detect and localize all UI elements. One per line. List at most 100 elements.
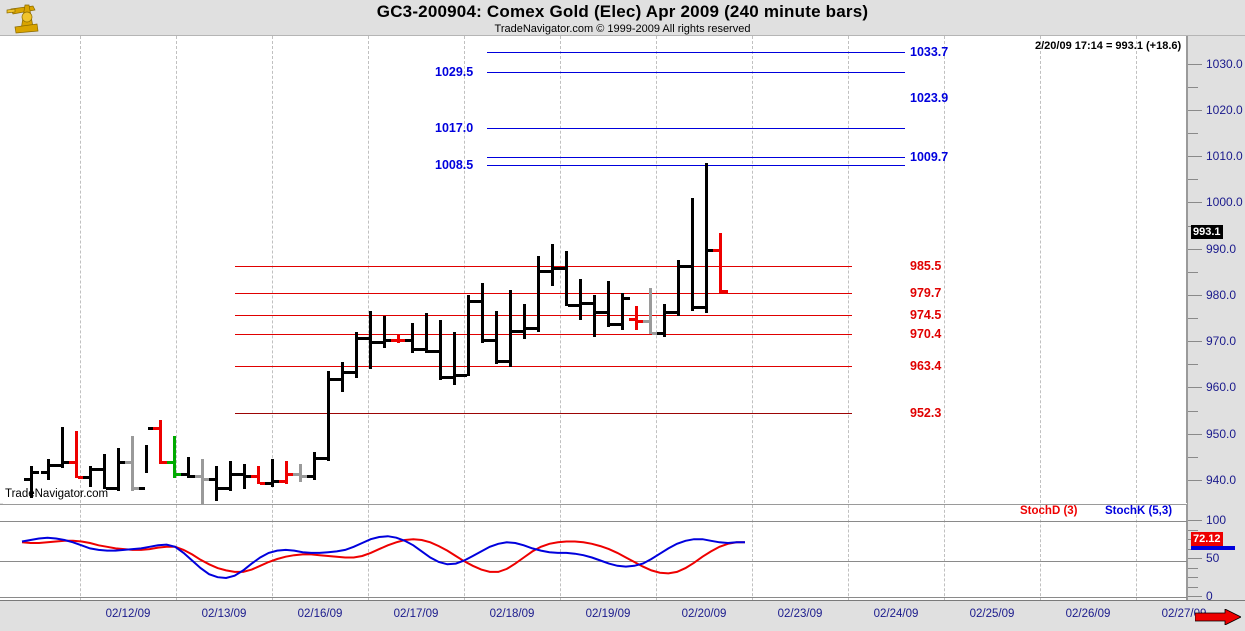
open-tick xyxy=(447,375,453,379)
open-tick xyxy=(615,322,621,326)
open-tick xyxy=(349,371,355,375)
open-tick xyxy=(671,311,677,315)
ohlc-bar xyxy=(537,255,540,332)
close-tick xyxy=(218,486,224,490)
open-tick xyxy=(433,350,439,354)
ohlc-bar xyxy=(551,244,554,286)
close-tick xyxy=(554,267,560,271)
close-tick xyxy=(106,486,112,490)
ohlc-bar xyxy=(649,287,652,335)
close-tick xyxy=(134,486,140,490)
gridline xyxy=(1136,505,1137,601)
gridline xyxy=(1136,36,1137,503)
date-axis[interactable]: 02/12/09 02/13/09 02/16/09 02/17/09 02/18/09… xyxy=(0,600,1245,631)
axis-label: 950.0 xyxy=(1206,426,1237,441)
sextant-navigator-logo-icon xyxy=(6,4,39,34)
price-chart-panel[interactable]: 1033.7 1029.5 1023.9 1017.0 1009.7 1008.5 985.… xyxy=(0,36,1187,506)
ohlc-bar xyxy=(75,431,78,478)
close-tick xyxy=(722,290,728,294)
gridline xyxy=(368,36,369,503)
open-tick xyxy=(531,327,537,331)
axis-minor-tick xyxy=(1188,133,1198,135)
gridline xyxy=(848,505,849,601)
open-tick xyxy=(377,341,383,345)
date-label: 02/17/09 xyxy=(393,608,439,620)
close-tick xyxy=(33,470,39,474)
axis-minor-tick xyxy=(1188,364,1198,366)
open-tick xyxy=(489,338,495,342)
stoch-level-100 xyxy=(0,521,1187,522)
open-tick xyxy=(251,475,257,479)
open-tick xyxy=(111,486,117,490)
level-line xyxy=(235,366,852,367)
close-tick xyxy=(386,338,392,342)
stochastic-panel[interactable]: StochD (3) StochK (5,3) xyxy=(0,504,1187,601)
forward-arrow-icon[interactable] xyxy=(1195,609,1241,625)
ohlc-bar xyxy=(579,278,582,321)
level-label: 1029.5 xyxy=(435,65,474,79)
open-tick xyxy=(69,461,75,465)
gridline xyxy=(464,505,465,601)
stoch-minor-tick xyxy=(1188,520,1198,521)
ohlc-bar xyxy=(173,435,176,478)
close-tick xyxy=(526,327,532,331)
close-tick xyxy=(92,468,98,472)
ohlc-bar xyxy=(145,445,148,473)
close-tick xyxy=(638,320,644,324)
close-tick xyxy=(428,350,434,354)
open-tick xyxy=(83,476,89,480)
gridline xyxy=(176,36,177,503)
open-tick xyxy=(573,304,579,308)
level-label: 1008.5 xyxy=(435,158,474,172)
gridline xyxy=(656,505,657,601)
stoch-level-0 xyxy=(0,597,1187,598)
stoch-axis-label: 50 xyxy=(1206,551,1220,565)
close-tick xyxy=(708,248,714,252)
ohlc-bar xyxy=(201,459,204,506)
close-tick xyxy=(176,472,182,476)
open-tick xyxy=(391,338,397,342)
ohlc-bar xyxy=(383,315,386,349)
ohlc-bar xyxy=(565,251,568,307)
axis-label: 990.0 xyxy=(1206,241,1237,256)
level-line xyxy=(235,315,852,316)
axis-label: 1030.0 xyxy=(1206,56,1243,71)
gridline xyxy=(944,36,945,503)
ohlc-bar xyxy=(453,331,456,386)
open-tick xyxy=(279,479,285,483)
gridline xyxy=(752,505,753,601)
axis-label: 980.0 xyxy=(1206,287,1237,302)
ohlc-bar xyxy=(467,294,470,376)
ohlc-bar xyxy=(705,163,708,314)
ohlc-bar xyxy=(299,463,302,483)
open-tick xyxy=(475,299,481,303)
ohlc-bar xyxy=(285,461,288,485)
ohlc-bar xyxy=(509,290,512,367)
stoch-level-50 xyxy=(0,561,1187,562)
gridline xyxy=(80,36,81,503)
stoch-minor-tick xyxy=(1188,567,1198,569)
ohlc-bar xyxy=(411,322,414,353)
stoch-line xyxy=(21,535,745,580)
ohlc-bar xyxy=(593,294,596,337)
axis-label: 1010.0 xyxy=(1206,149,1243,164)
level-line xyxy=(235,334,852,335)
axis-tick xyxy=(1188,109,1202,111)
level-label: 974.5 xyxy=(910,308,942,322)
quote-readout: 2/20/09 17:14 = 993.1 (+18.6) xyxy=(1035,40,1182,52)
axis-tick xyxy=(1188,479,1202,481)
open-tick xyxy=(587,301,593,305)
stoch-axis-label: 0 xyxy=(1206,589,1213,603)
close-tick xyxy=(498,359,504,363)
ohlc-bar xyxy=(271,459,274,487)
level-line xyxy=(487,72,905,73)
open-tick xyxy=(629,318,635,322)
close-tick xyxy=(540,269,546,273)
gridline xyxy=(848,36,849,503)
price-axis[interactable]: 1030.0 1020.0 1010.0 1000.0 990.0 980.0 970.0 9… xyxy=(1187,36,1245,603)
close-tick xyxy=(624,297,630,301)
axis-minor-tick xyxy=(1188,410,1198,412)
axis-label: 940.0 xyxy=(1206,472,1237,487)
level-label: 970.4 xyxy=(910,327,942,341)
close-tick xyxy=(680,264,686,268)
